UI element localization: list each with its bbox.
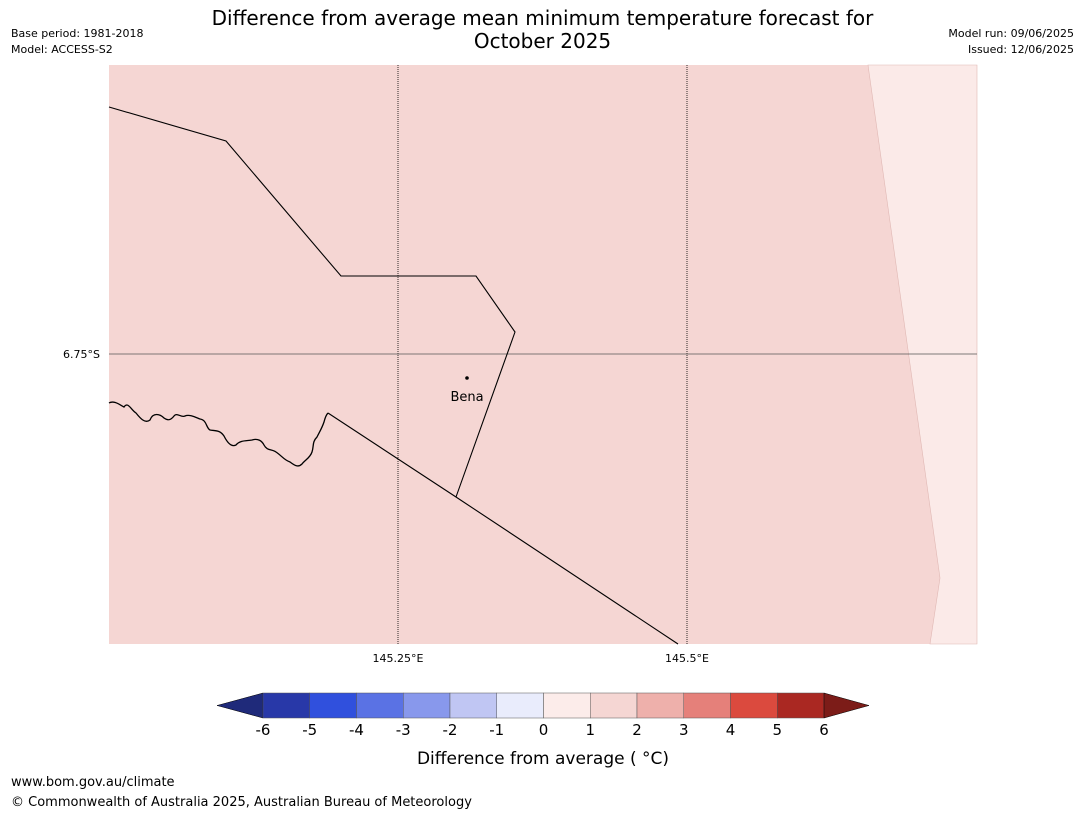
map-panel: Bena 6.75°S 145.25°E 145.5°E [63,64,978,665]
title-line-2: October 2025 [473,29,612,53]
colorbar-label: Difference from average ( °C) [417,749,669,769]
colorbar-tick-label: 1 [585,721,595,739]
place-marker-bena [465,376,469,380]
issued-date: Issued: 12/06/2025 [967,43,1074,56]
colorbar-swatch [262,692,310,719]
base-period: Base period: 1981-2018 [11,27,144,40]
colorbar-tick-label: 0 [539,721,549,739]
meta-right: Model run: 09/06/2025 Issued: 12/06/2025 [948,26,1074,58]
colorbar-swatch [730,692,778,719]
colorbar-swatch [777,692,825,719]
place-label-bena: Bena [450,390,483,405]
colorbar-tick-label: 4 [726,721,736,739]
model-name: Model: ACCESS-S2 [11,43,113,56]
colorbar-label-text: Difference from average ( °C) [417,749,669,769]
colorbar-tick-label: 2 [632,721,642,739]
anomaly-zone-1-to-2 [109,65,977,644]
colorbar-swatch [403,692,451,719]
lat-label: 6.75°S [63,348,100,361]
colorbar-swatch [356,692,404,719]
colorbar-tick-label: -4 [349,721,364,739]
colorbar-over-arrow [823,692,870,719]
province-boundary-north [108,106,516,498]
province-boundary-south [327,412,679,645]
colorbar: -6 -5 -4 -3 -2 -1 0 1 2 3 4 5 6 [216,692,870,739]
colorbar-swatch [449,692,497,719]
title-line-1: Difference from average mean minimum tem… [211,6,874,30]
colorbar-tick-label: -2 [443,721,458,739]
colorbar-tick-label: 5 [772,721,782,739]
map-title: Difference from average mean minimum tem… [170,7,915,53]
colorbar-swatch [309,692,357,719]
colorbar-tick-label: -3 [396,721,411,739]
model-run: Model run: 09/06/2025 [948,27,1074,40]
colorbar-swatch [683,692,731,719]
colorbar-swatch [496,692,544,719]
colorbar-swatch [636,692,684,719]
colorbar-tick-label: -5 [302,721,317,739]
colorbar-swatch [543,692,591,719]
footer-url[interactable]: www.bom.gov.au/climate [11,775,175,790]
colorbar-tick-label: -1 [489,721,504,739]
colorbar-swatch [590,692,638,719]
meta-left: Base period: 1981-2018 Model: ACCESS-S2 [11,26,143,58]
lon-label-145-25: 145.25°E [373,652,424,665]
lon-label-145-5: 145.5°E [665,652,709,665]
colorbar-tick-label: 3 [679,721,689,739]
colorbar-tick-label: -6 [256,721,271,739]
coastline [108,401,329,467]
footer-copyright: © Commonwealth of Australia 2025, Austra… [11,795,472,810]
colorbar-tick-label: 6 [819,721,829,739]
anomaly-zone-0-to-1 [867,64,978,645]
colorbar-under-arrow [216,692,264,719]
